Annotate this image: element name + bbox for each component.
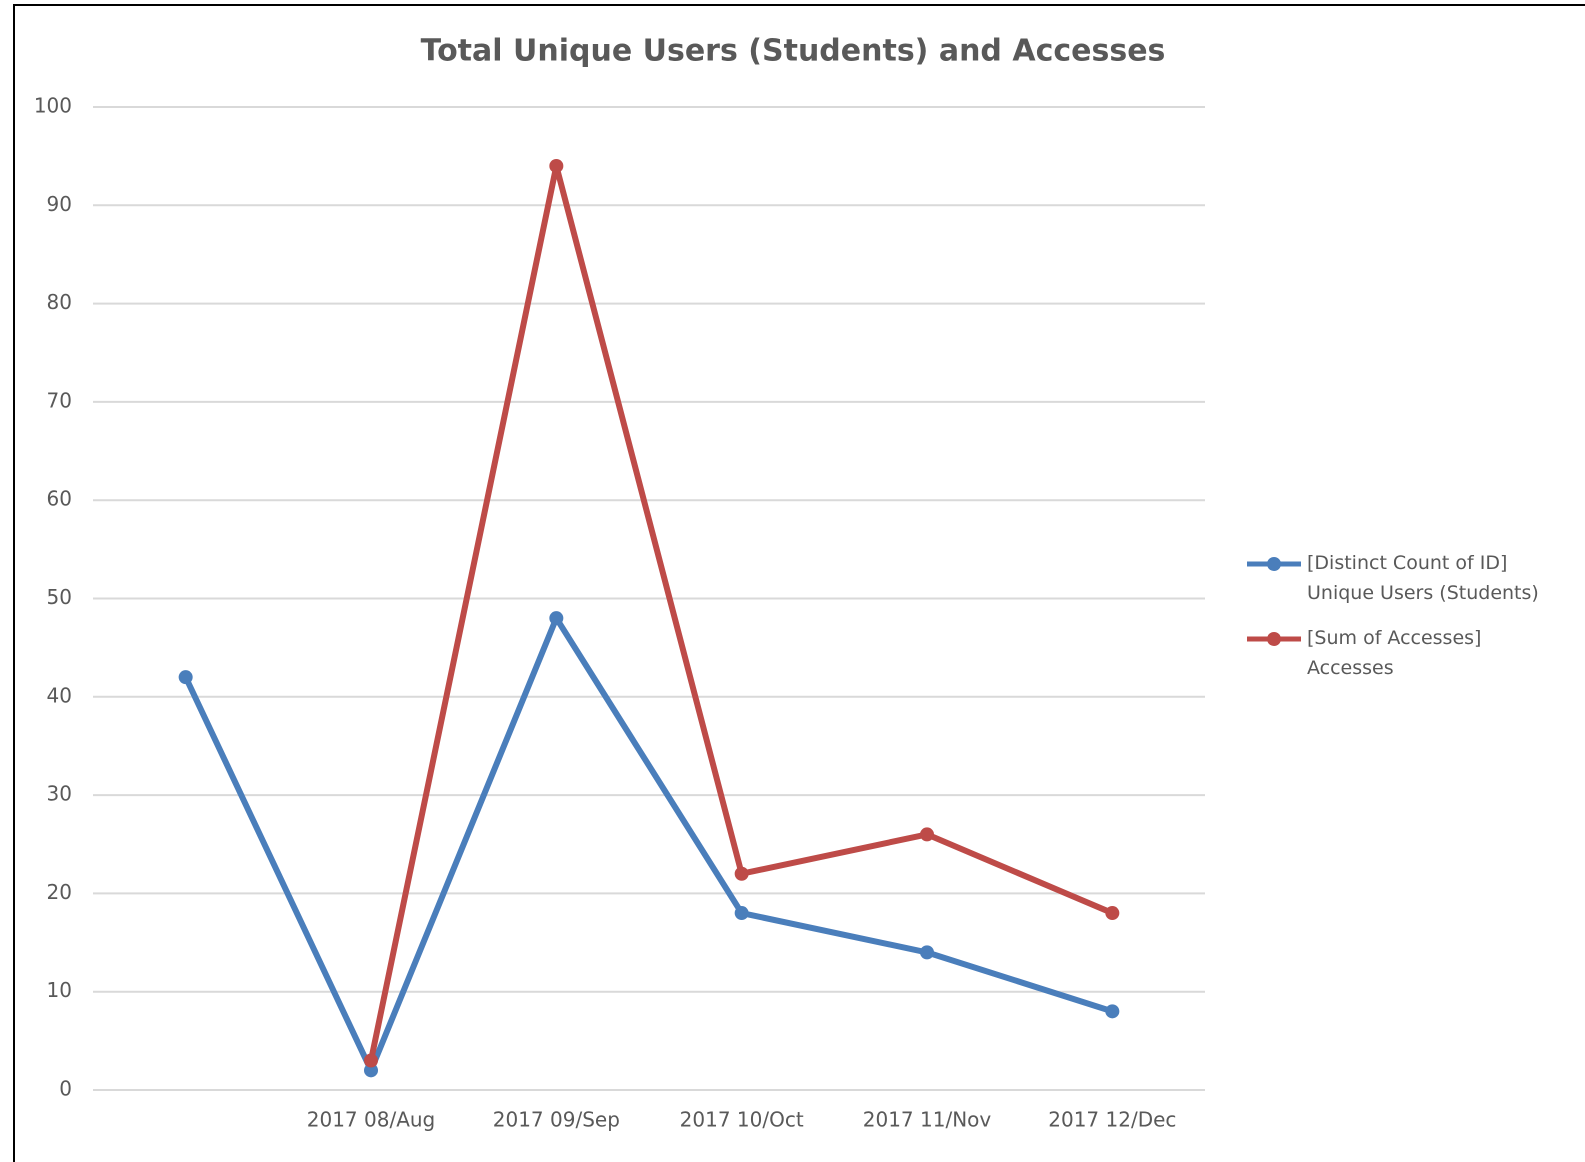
point (178, 670, 193, 685)
legend-label: [Distinct Count of ID] Unique Users (Stu… (1307, 552, 1539, 604)
y-tick-label: 10 (47, 978, 72, 1002)
x-tick-label: 2017 11/Nov (863, 1108, 992, 1132)
y-tick-label: 50 (47, 585, 72, 609)
legend-swatch (1247, 632, 1301, 646)
point (549, 611, 564, 626)
x-tick-label: 2017 10/Oct (680, 1108, 804, 1132)
legend-item: [Sum of Accesses] Accesses (1245, 623, 1565, 683)
chart-frame (13, 4, 1585, 1162)
y-tick-label: 90 (47, 192, 72, 216)
point (920, 827, 934, 842)
point (364, 1063, 378, 1078)
x-tick-label: 2017 08/Aug (307, 1108, 436, 1132)
point (364, 1053, 378, 1068)
x-tick-label: 2017 12/Dec (1048, 1108, 1176, 1132)
point (1105, 906, 1120, 921)
y-tick-label: 0 (59, 1077, 72, 1101)
y-tick-label: 40 (47, 683, 72, 707)
legend-swatch (1247, 557, 1301, 571)
legend-marker (1267, 632, 1281, 646)
point (734, 866, 749, 881)
series-line (182, 615, 1114, 1074)
y-tick-label: 30 (47, 782, 72, 806)
chart-title: Total Unique Users (Students) and Access… (421, 34, 1166, 69)
point (734, 906, 749, 921)
point (920, 945, 934, 960)
y-tick-label: 20 (47, 880, 72, 904)
point (1105, 1004, 1120, 1019)
legend-item: [Distinct Count of ID] Unique Users (Stu… (1245, 548, 1565, 608)
x-tick-label: 2017 09/Sep (493, 1108, 620, 1132)
legend-label: [Sum of Accesses] Accesses (1307, 627, 1482, 679)
legend-marker (1267, 557, 1281, 571)
legend: [Distinct Count of ID] Unique Users (Stu… (1245, 548, 1565, 698)
y-tick-label: 80 (47, 290, 72, 314)
y-tick-label: 60 (47, 487, 72, 511)
y-tick-label: 70 (47, 388, 72, 412)
point (549, 158, 564, 173)
y-tick-label: 100 (34, 94, 72, 118)
